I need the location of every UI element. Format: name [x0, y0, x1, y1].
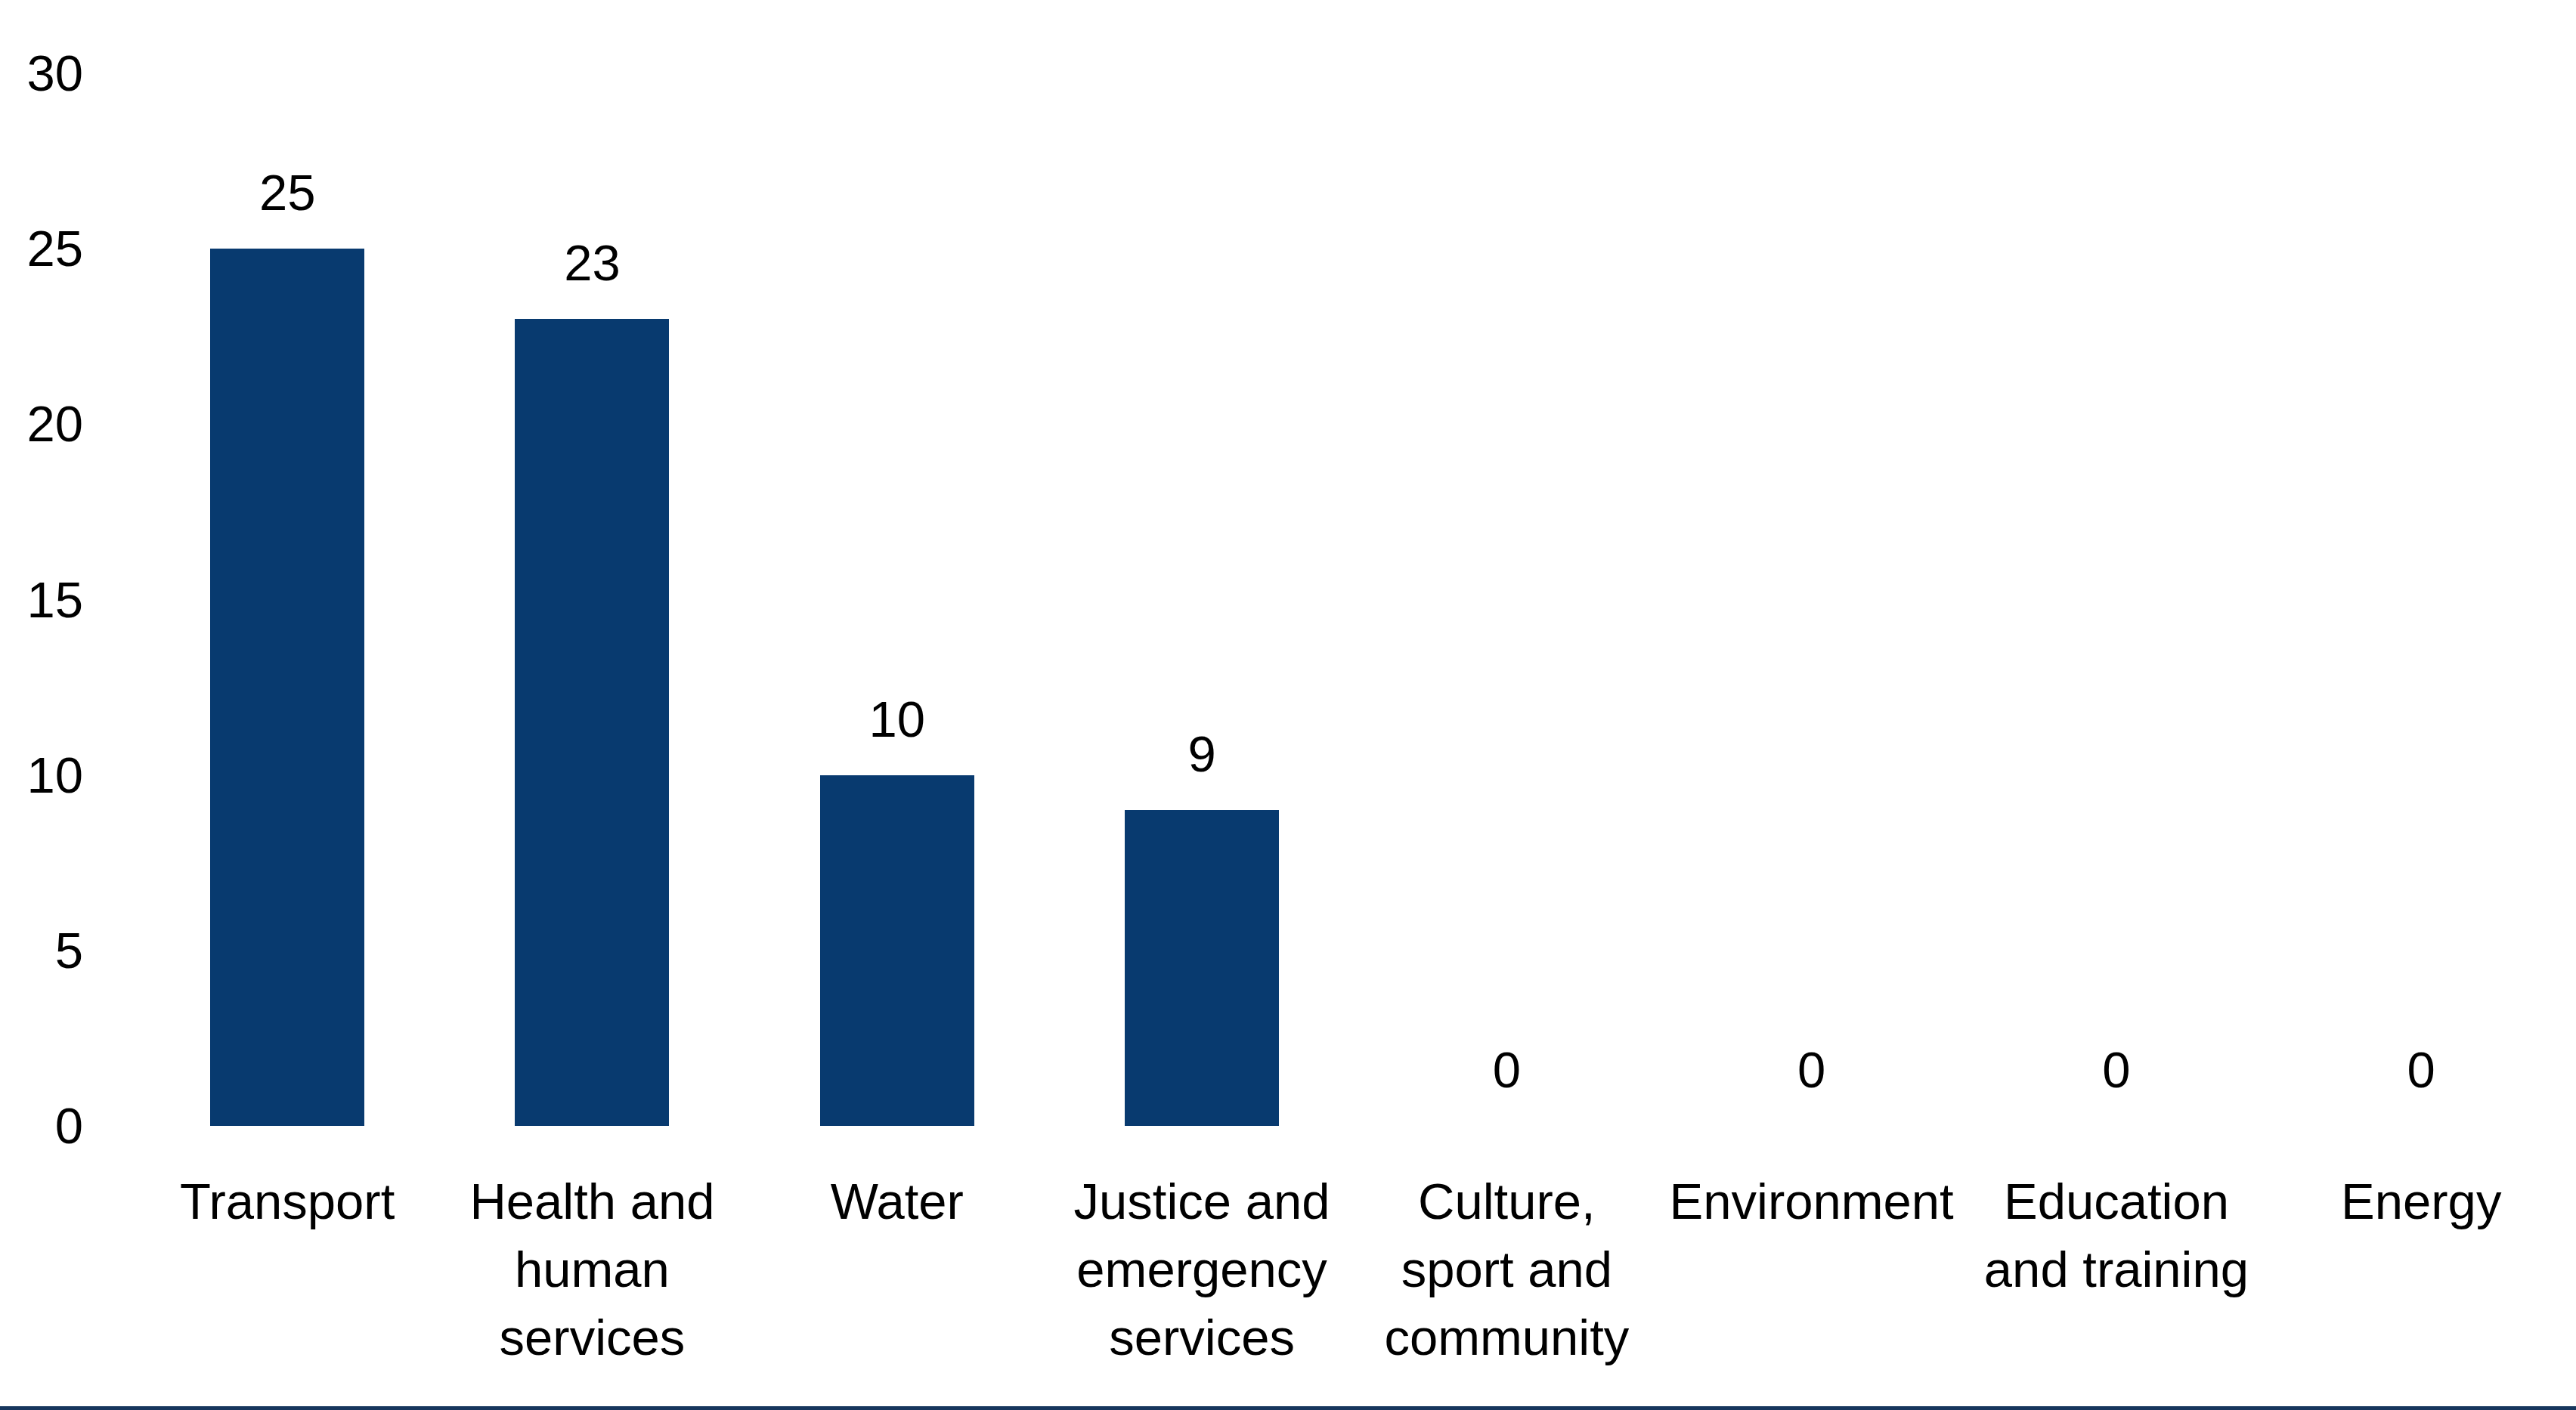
x-axis-category-label-culture-sport-and-community: Culture,sport andcommunity	[1355, 1167, 1659, 1371]
bar-value-label-environment: 0	[1698, 1036, 1925, 1104]
x-axis-category-label-health-and-human-services: Health andhumanservices	[440, 1167, 745, 1371]
x-axis-category-label-line: services	[1049, 1303, 1354, 1371]
x-axis-category-label-line: Culture,	[1355, 1167, 1659, 1235]
bar-value-label-health-and-human-services: 23	[478, 229, 705, 297]
x-axis-category-label-education-and-training: Educationand training	[1964, 1167, 2268, 1303]
x-axis-category-label-line: community	[1355, 1303, 1659, 1371]
y-axis-tick-label-30: 30	[0, 39, 83, 107]
bar-value-label-transport: 25	[174, 159, 401, 227]
bar-value-label-energy: 0	[2308, 1036, 2534, 1104]
x-axis-category-label-line: services	[440, 1303, 745, 1371]
x-axis-category-label-line: Energy	[2269, 1167, 2574, 1235]
x-axis-category-label-line: Transport	[135, 1167, 440, 1235]
bar-value-label-justice-and-emergency-services: 9	[1088, 720, 1315, 788]
x-axis-category-label-line: Water	[745, 1167, 1049, 1235]
x-axis-category-label-line: sport and	[1355, 1235, 1659, 1303]
bottom-rule	[0, 1406, 2576, 1410]
bar-water	[820, 775, 974, 1126]
x-axis-category-label-line: Justice and	[1049, 1167, 1354, 1235]
y-axis-tick-label-15: 15	[0, 566, 83, 634]
bar-transport	[210, 249, 364, 1126]
bar-justice-and-emergency-services	[1125, 810, 1279, 1126]
bar-value-label-culture-sport-and-community: 0	[1393, 1036, 1620, 1104]
x-axis-category-label-energy: Energy	[2269, 1167, 2574, 1235]
x-axis-category-label-environment: Environment	[1659, 1167, 1964, 1235]
x-axis-category-label-line: Education	[1964, 1167, 2268, 1235]
bar-value-label-education-and-training: 0	[2003, 1036, 2230, 1104]
y-axis-tick-label-10: 10	[0, 741, 83, 809]
x-axis-category-label-line: human	[440, 1235, 745, 1303]
x-axis-category-label-water: Water	[745, 1167, 1049, 1235]
x-axis-category-label-line: and training	[1964, 1235, 2268, 1303]
x-axis-category-label-line: emergency	[1049, 1235, 1354, 1303]
x-axis-category-label-justice-and-emergency-services: Justice andemergencyservices	[1049, 1167, 1354, 1371]
x-axis-category-label-transport: Transport	[135, 1167, 440, 1235]
x-axis-category-label-line: Health and	[440, 1167, 745, 1235]
bar-health-and-human-services	[515, 319, 669, 1126]
y-axis-tick-label-20: 20	[0, 390, 83, 458]
y-axis-tick-label-0: 0	[0, 1092, 83, 1160]
y-axis-tick-label-25: 25	[0, 215, 83, 283]
bar-chart: 30 25 20 15 10 5 0 25 23 10 9 0 0 0 0 TransportHealth…	[0, 0, 2576, 1410]
bar-value-label-water: 10	[784, 685, 1011, 753]
y-axis-tick-label-5: 5	[0, 917, 83, 985]
x-axis-category-label-line: Environment	[1659, 1167, 1964, 1235]
